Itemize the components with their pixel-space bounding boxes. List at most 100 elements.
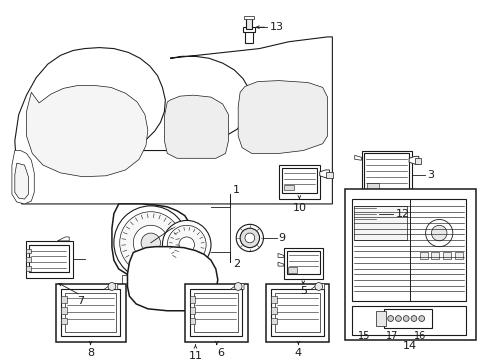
Circle shape xyxy=(410,316,416,321)
Bar xyxy=(122,275,197,287)
Text: 4: 4 xyxy=(294,348,302,359)
Circle shape xyxy=(141,233,160,252)
Bar xyxy=(184,284,247,342)
Bar xyxy=(279,165,319,199)
Bar xyxy=(364,196,367,201)
Polygon shape xyxy=(408,156,418,164)
Bar xyxy=(369,196,373,201)
Bar xyxy=(286,251,319,274)
Polygon shape xyxy=(351,200,377,226)
Bar xyxy=(189,289,242,336)
Bar xyxy=(351,306,466,335)
Bar xyxy=(243,27,254,32)
Polygon shape xyxy=(164,95,228,158)
Circle shape xyxy=(179,237,194,252)
Circle shape xyxy=(395,316,401,321)
Bar xyxy=(271,296,277,303)
Circle shape xyxy=(240,228,259,248)
Bar xyxy=(244,15,253,19)
Bar xyxy=(351,199,466,301)
Bar xyxy=(193,293,238,332)
Bar xyxy=(26,249,31,253)
Bar xyxy=(375,311,385,326)
Bar xyxy=(419,252,427,259)
Text: 8: 8 xyxy=(87,348,94,359)
Text: 17: 17 xyxy=(386,331,398,341)
Bar xyxy=(61,289,120,336)
Bar xyxy=(266,284,329,342)
Bar xyxy=(283,185,293,190)
Polygon shape xyxy=(127,247,217,311)
Circle shape xyxy=(403,316,408,321)
Bar xyxy=(414,158,420,164)
Bar xyxy=(61,296,67,303)
Polygon shape xyxy=(310,284,324,289)
Bar xyxy=(325,172,333,178)
Polygon shape xyxy=(319,170,329,178)
Bar xyxy=(353,206,407,240)
Circle shape xyxy=(120,212,182,274)
Bar xyxy=(56,284,125,342)
Text: 2: 2 xyxy=(232,259,239,269)
Text: 1: 1 xyxy=(232,185,239,195)
Polygon shape xyxy=(26,85,147,177)
Polygon shape xyxy=(12,150,34,204)
Polygon shape xyxy=(278,253,283,257)
Bar xyxy=(29,245,69,272)
Polygon shape xyxy=(15,163,28,199)
Bar xyxy=(281,168,316,193)
Bar xyxy=(245,18,251,29)
Bar xyxy=(283,248,322,279)
Bar xyxy=(189,318,195,324)
Circle shape xyxy=(236,224,263,252)
Bar xyxy=(361,150,411,199)
Bar xyxy=(275,293,319,332)
Text: 15: 15 xyxy=(358,331,370,341)
Bar xyxy=(61,318,67,324)
Text: 9: 9 xyxy=(278,233,285,243)
Text: 16: 16 xyxy=(413,331,425,341)
Bar xyxy=(358,196,362,201)
Polygon shape xyxy=(230,284,244,289)
Text: 11: 11 xyxy=(188,351,202,360)
Bar xyxy=(345,189,475,340)
Circle shape xyxy=(314,283,322,291)
Polygon shape xyxy=(112,204,193,278)
Circle shape xyxy=(425,220,452,247)
Polygon shape xyxy=(15,37,332,204)
Bar xyxy=(271,307,277,314)
Bar xyxy=(61,307,67,314)
Circle shape xyxy=(387,316,393,321)
Polygon shape xyxy=(354,156,361,160)
Circle shape xyxy=(234,283,242,291)
Polygon shape xyxy=(104,284,118,289)
Text: 14: 14 xyxy=(402,341,416,351)
Bar xyxy=(65,293,116,332)
Text: 5: 5 xyxy=(299,286,306,296)
Text: 13: 13 xyxy=(269,22,284,32)
Bar xyxy=(189,296,195,303)
Circle shape xyxy=(167,225,206,264)
Polygon shape xyxy=(58,237,69,241)
Bar xyxy=(26,241,73,278)
Bar xyxy=(366,183,378,189)
Bar xyxy=(454,252,462,259)
Circle shape xyxy=(244,233,254,243)
Bar xyxy=(244,29,252,43)
Text: 12: 12 xyxy=(395,209,409,219)
Bar xyxy=(364,153,408,194)
Text: 6: 6 xyxy=(217,348,224,359)
Circle shape xyxy=(162,220,210,269)
Polygon shape xyxy=(278,262,283,266)
Bar xyxy=(442,252,450,259)
Bar xyxy=(26,257,31,262)
Bar xyxy=(271,318,277,324)
Circle shape xyxy=(114,206,187,280)
Bar xyxy=(430,252,438,259)
Text: 10: 10 xyxy=(292,203,306,213)
Circle shape xyxy=(108,283,116,291)
Circle shape xyxy=(430,225,446,241)
Bar xyxy=(189,307,195,314)
Text: 3: 3 xyxy=(426,170,433,180)
Circle shape xyxy=(133,225,168,260)
